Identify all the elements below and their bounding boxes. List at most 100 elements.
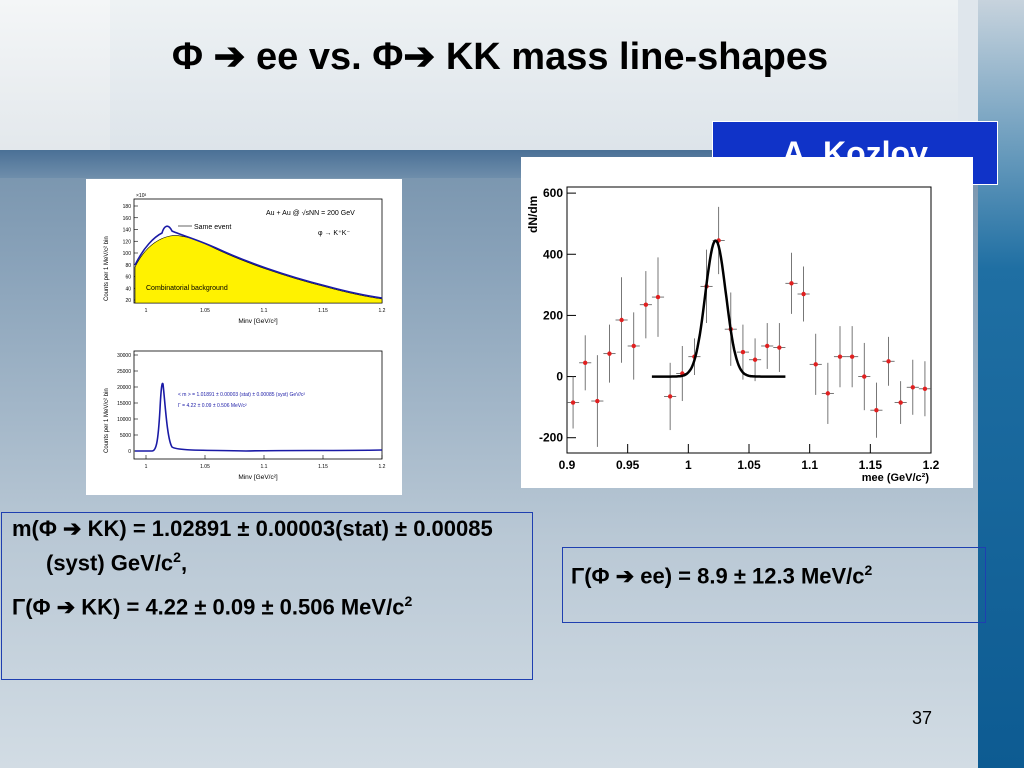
ee-data-point xyxy=(825,391,831,396)
kk-mass-text: m(Φ ➔ KK) = 1.02891 ± 0.00003(stat) ± 0.… xyxy=(12,516,493,576)
y-tick-label: 20000 xyxy=(117,385,131,391)
y-tick-label: 10000 xyxy=(117,417,131,423)
ee-data-point xyxy=(631,343,636,349)
top-xlabel: Minv [GeV/c²] xyxy=(238,318,278,325)
ee-data-point xyxy=(740,349,746,355)
same-event-curve xyxy=(134,225,383,299)
ee-x-tick-label: 1.2 xyxy=(923,458,940,472)
ee-width-text: Γ(Φ ➔ ee) = 8.9 ± 12.3 MeV/c xyxy=(571,563,865,589)
ee-ylabel: dN/dm xyxy=(526,196,540,233)
ee-data-point xyxy=(898,400,903,405)
ee-y-tick-label: 600 xyxy=(543,186,563,200)
ee-x-tick-label: 1 xyxy=(685,458,692,472)
ee-data-point xyxy=(595,398,600,404)
ee-y-tick-label: 0 xyxy=(556,370,563,384)
ee-data-point xyxy=(655,294,661,300)
ee-y-tick-label: 400 xyxy=(543,247,563,261)
ee-data-point xyxy=(910,385,915,390)
fit-result-width: Γ = 4.22 ± 0.09 ± 0.506 MeV/c² xyxy=(178,403,247,409)
ee-chart: dN/dm mee (GeV/c²) 600 400 200 0 -200 0.9 0.95… xyxy=(521,157,973,488)
y-tick-label: 60 xyxy=(125,275,131,281)
ee-data-point xyxy=(813,362,818,367)
ee-data-point xyxy=(752,357,758,362)
x-tick-label: 1.1 xyxy=(261,308,268,314)
ee-data-point xyxy=(643,302,649,307)
top-ylabel: Counts per 1 MeV/c² bin xyxy=(104,236,110,301)
x-tick-label: 1.2 xyxy=(379,308,386,314)
ee-x-tick-label: 1.15 xyxy=(859,458,883,472)
ee-data-point xyxy=(583,360,588,366)
ee-data-point xyxy=(607,351,612,356)
y-tick-label: 5000 xyxy=(120,433,131,439)
ee-x-tick-label: 1.1 xyxy=(801,458,818,472)
y-tick-label: 100 xyxy=(123,251,132,257)
kk-mass-result: m(Φ ➔ KK) = 1.02891 ± 0.00003(stat) ± 0.… xyxy=(2,515,532,577)
ee-points xyxy=(567,206,931,447)
ee-data-point xyxy=(570,400,576,405)
x-tick-label: 1 xyxy=(145,464,148,470)
y-tick-label: 0 xyxy=(128,449,131,455)
ee-data-point xyxy=(777,345,782,350)
bottom-xlabel: Minv [GeV/c²] xyxy=(238,474,278,481)
y-tick-label: 180 xyxy=(123,204,132,210)
top-legend-energy: Au + Au @ √sNN = 200 GeV xyxy=(266,209,355,217)
ee-x-tick-label: 0.9 xyxy=(559,458,576,472)
bottom-plot-frame xyxy=(133,350,383,460)
kk-width-text: Γ(Φ ➔ KK) = 4.22 ± 0.09 ± 0.506 MeV/c xyxy=(12,594,405,620)
ee-x-tick-label: 0.95 xyxy=(616,458,640,472)
fit-result-mass: < m > = 1.01891 ± 0.00003 (stat) ± 0.000… xyxy=(178,392,305,398)
kk-width-result: Γ(Φ ➔ KK) = 4.22 ± 0.09 ± 0.506 MeV/c2 xyxy=(2,587,532,621)
bottom-xticks: 1 1.05 1.1 1.15 1.2 xyxy=(145,455,386,470)
kk-results-box: m(Φ ➔ KK) = 1.02891 ± 0.00003(stat) ± 0.… xyxy=(1,512,533,680)
ee-x-tick-label: 1.05 xyxy=(737,458,761,472)
x-tick-label: 1.1 xyxy=(261,464,268,470)
combinatorial-background-fill xyxy=(134,235,383,304)
x-tick-label: 1.15 xyxy=(318,464,328,470)
y-tick-label: 80 xyxy=(125,263,131,269)
y-tick-label: 20 xyxy=(125,298,131,304)
ee-data-point xyxy=(667,394,673,399)
ee-xlabel: mee (GeV/c²) xyxy=(862,472,930,484)
ee-fit-curve xyxy=(651,239,786,378)
ee-width-sup: 2 xyxy=(864,562,873,578)
y-tick-label: 140 xyxy=(123,228,132,234)
ee-width-result: Γ(Φ ➔ ee) = 8.9 ± 12.3 MeV/c2 xyxy=(571,556,985,590)
ee-axes: 600 400 200 0 -200 0.9 0.95 1 1.05 1.1 1.15 1.2 xyxy=(539,186,940,472)
y-tick-label: 120 xyxy=(123,239,132,245)
kk-peak-curve xyxy=(135,382,383,452)
x-tick-label: 1.05 xyxy=(200,308,210,314)
annot-same-event: Same event xyxy=(194,224,231,231)
ee-results-box: Γ(Φ ➔ ee) = 8.9 ± 12.3 MeV/c2 xyxy=(562,547,986,623)
ee-data-point xyxy=(862,374,867,379)
bottom-ylabel: Counts per 1 MeV/c² bin xyxy=(104,388,110,453)
bottom-yticks: 30000 25000 20000 15000 10000 5000 0 xyxy=(117,353,138,455)
ee-data-point xyxy=(922,386,928,391)
ee-y-tick-label: 200 xyxy=(543,308,563,322)
annot-combinatorial: Combinatorial background xyxy=(146,285,228,292)
kk-figure: ×10³ 180 160 140 120 100 80 60 40 20 1 1.05 1.1 1.1… xyxy=(86,179,402,495)
ee-data-point xyxy=(801,291,806,297)
ee-data-point xyxy=(789,281,794,286)
kk-mass-comma: , xyxy=(180,550,188,576)
ee-data-point xyxy=(765,343,770,349)
y-tick-label: 30000 xyxy=(117,353,131,359)
kk-mass-sup: 2 xyxy=(173,549,181,565)
page-number: 37 xyxy=(912,708,933,728)
title-band-left xyxy=(0,0,110,150)
ee-data-point xyxy=(849,354,855,359)
right-decor-band xyxy=(978,0,1024,768)
ee-data-point xyxy=(874,407,879,413)
ee-data-point xyxy=(837,354,843,359)
ee-chart-svg: dN/dm mee (GeV/c²) 600 400 200 0 -200 0.9 0.95… xyxy=(526,186,940,484)
kk-width-sup: 2 xyxy=(404,593,413,610)
top-y-exponent: ×10³ xyxy=(136,193,146,199)
y-tick-label: 40 xyxy=(125,286,131,292)
slide-title: Φ ➔ ee vs. Φ➔ KK mass line-shapes xyxy=(171,36,829,78)
y-tick-label: 15000 xyxy=(117,401,131,407)
y-tick-label: 25000 xyxy=(117,369,131,375)
x-tick-label: 1.15 xyxy=(318,308,328,314)
top-yticks: 180 160 140 120 100 80 60 40 20 xyxy=(123,204,138,304)
x-tick-label: 1 xyxy=(145,308,148,314)
x-tick-label: 1.05 xyxy=(200,464,210,470)
ee-y-tick-label: -200 xyxy=(539,431,563,445)
